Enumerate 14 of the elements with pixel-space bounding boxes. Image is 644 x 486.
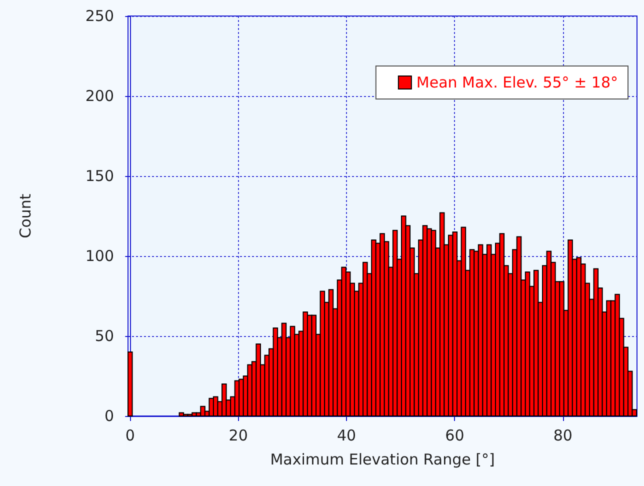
x-axis-title: Maximum Elevation Range [°] (270, 450, 495, 468)
y-tick-label: 0 (104, 407, 114, 425)
y-axis-title: Count (16, 194, 34, 238)
legend-label: Mean Max. Elev. 55° ± 18° (416, 74, 618, 92)
x-tick-label: 60 (445, 426, 464, 444)
y-tick-label: 250 (85, 7, 114, 25)
x-tick-label: 20 (228, 426, 248, 444)
y-tick-label: 100 (85, 247, 114, 265)
x-tick-label: 40 (336, 426, 356, 444)
y-tick-label: 150 (85, 167, 114, 185)
y-tick-label: 200 (85, 87, 114, 105)
x-tick-label: 0 (125, 426, 135, 444)
x-tick-label: 80 (553, 426, 572, 444)
y-tick-label: 50 (94, 327, 114, 345)
